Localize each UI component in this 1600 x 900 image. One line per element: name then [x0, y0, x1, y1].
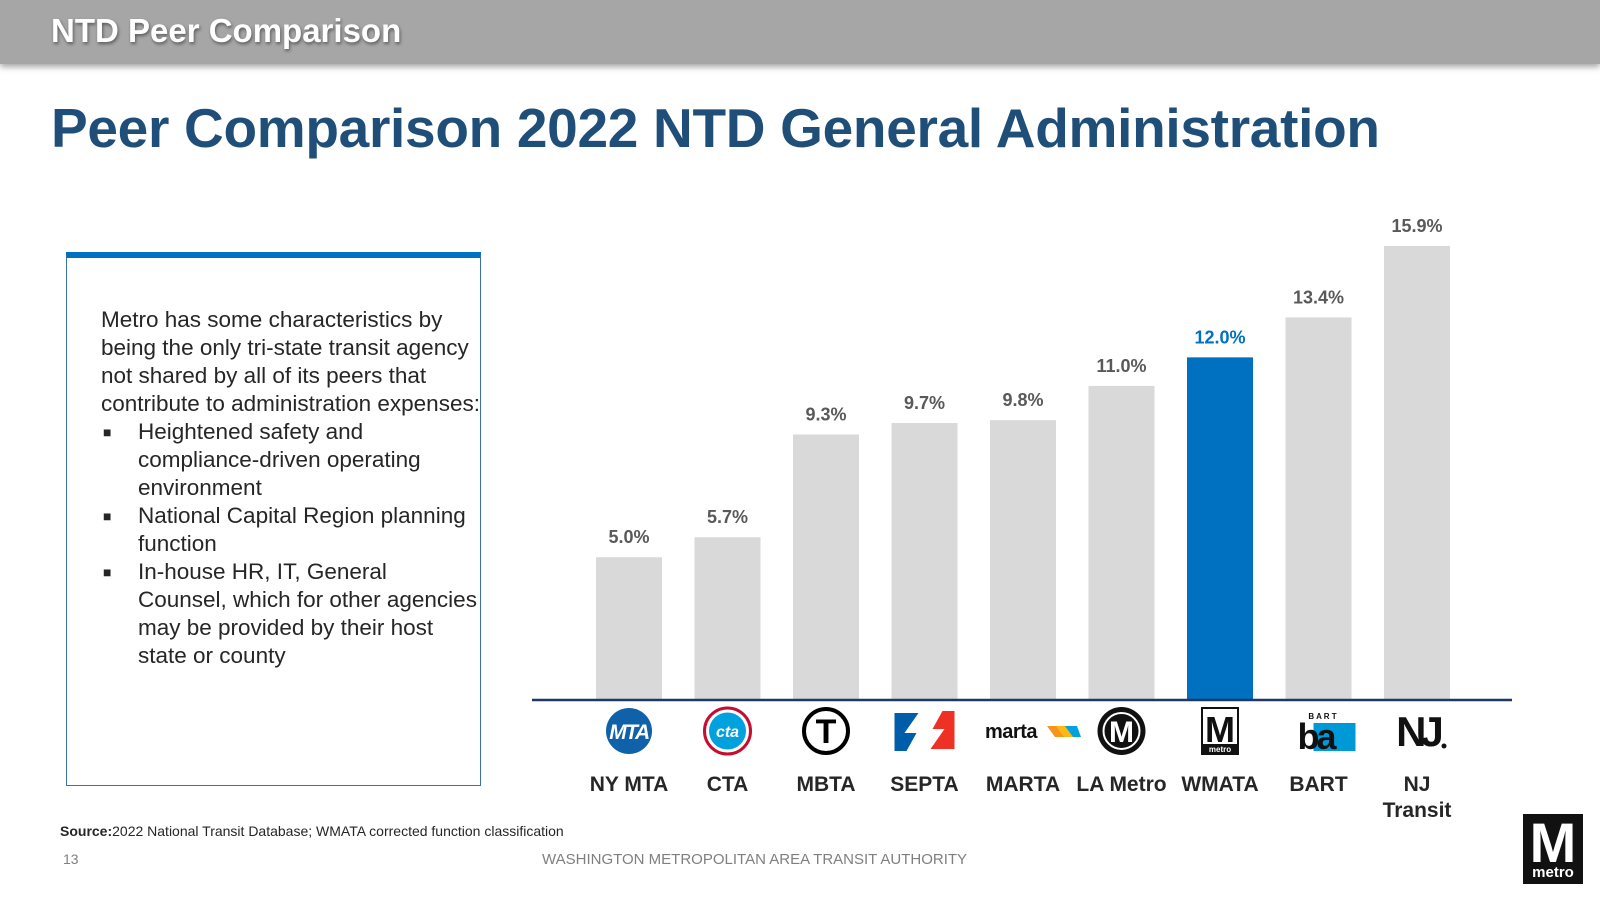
- septa-logo-blue: [894, 713, 919, 751]
- nj-logo-text: NJ: [1396, 708, 1441, 755]
- x-tick-label: MBTA: [796, 773, 855, 796]
- bullet-item: ■ In-house HR, IT, General Counsel, which…: [101, 558, 481, 670]
- bullet-square-icon: ■: [103, 508, 112, 524]
- data-label: 13.4%: [1293, 287, 1344, 307]
- bullet-text: National Capital Region planning functio…: [138, 503, 466, 556]
- data-label: 12.0%: [1194, 327, 1245, 347]
- mbta-logo-icon: T: [802, 707, 850, 755]
- data-label: 5.0%: [608, 527, 649, 547]
- mbta-logo-text: T: [816, 713, 837, 751]
- bar: [1285, 317, 1352, 700]
- page-title: Peer Comparison 2022 NTD General Adminis…: [51, 97, 1380, 159]
- bar: [1187, 357, 1253, 700]
- metro-corner-logo-icon: M metro: [1523, 811, 1583, 884]
- bullet-square-icon: ■: [103, 564, 112, 580]
- mta-logo-circle: [606, 708, 652, 754]
- bart-logo-icon: B A R Tba: [1297, 712, 1356, 757]
- septa-logo-red: [930, 711, 955, 749]
- commentary-box: Metro has some characteristics by being …: [66, 252, 481, 786]
- marta-logo-icon: marta: [985, 721, 1081, 743]
- source-label: Source:: [60, 823, 113, 839]
- bar: [1088, 385, 1155, 700]
- bar: [596, 557, 662, 700]
- bullet-item: ■ Heightened safety and compliance-driven…: [101, 418, 481, 502]
- source-note: Source:2022 National Transit Database; W…: [60, 823, 564, 839]
- bar: [793, 434, 859, 700]
- page-number: 13: [63, 851, 79, 867]
- data-label: 11.0%: [1096, 356, 1146, 376]
- septa-logo-icon: [894, 711, 955, 751]
- x-tick-label: MARTA: [986, 773, 1060, 796]
- x-tick-label: CTA: [707, 773, 749, 796]
- la-metro-logo-ring: [1102, 712, 1141, 750]
- corner-logo-m: M: [1529, 811, 1577, 874]
- footer-organization: WASHINGTON METROPOLITAN AREA TRANSIT AUT…: [542, 851, 968, 868]
- x-tick-label: LA Metro: [1076, 773, 1166, 796]
- commentary-text: Metro has some characteristics by being …: [101, 306, 481, 670]
- nj-logo-dot: [1441, 743, 1447, 749]
- bart-logo-main: ba: [1297, 716, 1337, 757]
- data-label: 9.8%: [1002, 390, 1043, 410]
- commentary-bullets: ■ Heightened safety and compliance-driven…: [101, 418, 481, 670]
- x-tick-label: NJ: [1404, 773, 1431, 796]
- commentary-intro: Metro has some characteristics by being …: [101, 307, 480, 416]
- mbta-logo-circle: [802, 707, 850, 755]
- nj-transit-logo-icon: NJ: [1396, 708, 1447, 755]
- mta-logo-icon: MTA: [606, 708, 652, 754]
- data-label: 5.7%: [707, 507, 748, 527]
- x-tick-label: BART: [1289, 773, 1347, 796]
- bullet-square-icon: ■: [103, 424, 112, 440]
- data-label: 9.7%: [904, 393, 945, 413]
- header-bar: NTD Peer Comparison: [0, 0, 1600, 64]
- la-metro-logo-text: M: [1109, 716, 1134, 749]
- bar: [891, 423, 958, 700]
- bar: [694, 537, 761, 700]
- bar: [990, 420, 1056, 700]
- bullet-text: In-house HR, IT, General Counsel, which …: [138, 559, 477, 668]
- x-tick-label: Transit: [1383, 799, 1452, 822]
- wmata-logo-m: M: [1205, 709, 1235, 750]
- la-metro-logo-circle: [1097, 707, 1146, 755]
- corner-logo-word: metro: [1532, 864, 1574, 881]
- cta-logo-circle: [709, 712, 746, 750]
- bart-logo-panel: [1313, 723, 1356, 751]
- data-label: 15.9%: [1391, 216, 1442, 236]
- bullet-text: Heightened safety and compliance-driven …: [138, 419, 421, 500]
- marta-stripe-blue: [1065, 726, 1081, 737]
- wmata-logo-band: [1203, 744, 1237, 754]
- la-metro-logo-icon: M: [1097, 707, 1146, 755]
- cta-logo-icon: cta: [703, 706, 752, 756]
- x-tick-label: SEPTA: [890, 773, 958, 796]
- mta-logo-text: MTA: [609, 721, 649, 744]
- source-text: 2022 National Transit Database; WMATA co…: [112, 823, 564, 839]
- section-title: NTD Peer Comparison: [51, 12, 402, 49]
- marta-logo-text: marta: [985, 721, 1038, 743]
- bullet-item: ■ National Capital Region planning functi…: [101, 502, 481, 558]
- bart-logo-top: B A R T: [1308, 712, 1336, 721]
- x-tick-label: WMATA: [1181, 773, 1258, 796]
- data-label: 9.3%: [805, 404, 846, 424]
- bar: [1384, 246, 1450, 700]
- x-tick-label: NY MTA: [590, 773, 669, 796]
- wmata-logo-sub: metro: [1209, 745, 1231, 754]
- cta-logo-text: cta: [716, 724, 739, 741]
